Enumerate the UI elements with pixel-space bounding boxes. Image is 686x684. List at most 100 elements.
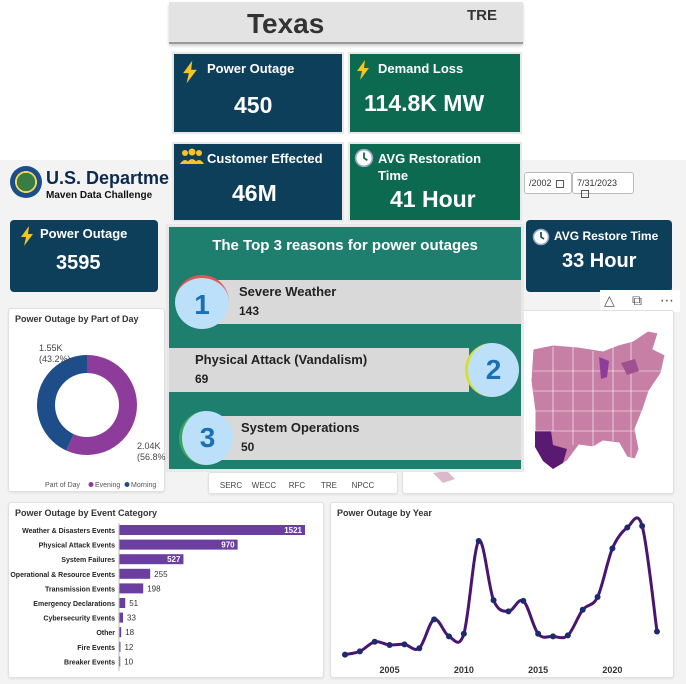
region-code: TRE <box>467 7 497 24</box>
donut-slice <box>36 355 87 451</box>
event-category-panel: Power Outage by Event Category Weather &… <box>8 502 324 678</box>
visual-toolbar: △ ⧉ ⋯ <box>600 290 680 312</box>
focus-mode-icon[interactable]: ⧉ <box>632 292 642 308</box>
reason-count: 143 <box>239 304 260 318</box>
lightning-icon <box>183 60 197 84</box>
bar-category-label: Weather & Disasters Events <box>22 528 115 535</box>
chart-title: Power Outage by Year <box>337 508 432 518</box>
kpi-power-outage-card: Power Outage 3595 <box>10 220 158 292</box>
demand-loss-card: Demand Loss 114.8K MW <box>348 52 522 134</box>
date-end-slicer[interactable]: 7/31/2023 <box>572 172 634 198</box>
event-category-bar-chart: Weather & Disasters Events 1521 Physical A… <box>10 523 305 671</box>
x-tick-label: 2020 <box>602 665 622 675</box>
bar-category-label: Physical Attack Events <box>39 543 115 550</box>
bar-value-label: 51 <box>129 599 138 608</box>
us-map <box>433 330 666 483</box>
date-end-value: 7/31/2023 <box>577 178 618 188</box>
series-line <box>344 516 659 657</box>
data-point <box>460 630 467 637</box>
legend-label: Morning <box>131 482 156 489</box>
legend-title: Part of Day <box>45 482 81 489</box>
outage-by-year-panel: Power Outage by Year 2005 2010 2015 2020 <box>330 502 674 678</box>
data-point <box>520 597 527 604</box>
outage-by-year-line-chart: 2005 2010 2015 2020 <box>342 516 660 675</box>
x-tick-label: 2005 <box>380 665 400 675</box>
kpi-label: Power Outage <box>40 226 128 241</box>
bar-value-label: 18 <box>125 628 134 637</box>
lightning-icon <box>357 60 369 80</box>
reason-row: System Operations 50 <box>199 416 521 460</box>
card-label: Customer Effected <box>207 151 323 166</box>
bar-value-label: 10 <box>124 657 133 666</box>
reason-row: Physical Attack (Vandalism) 69 <box>169 348 469 392</box>
date-start-value: /2002 <box>529 178 552 188</box>
card-label: Demand Loss <box>378 61 464 76</box>
data-point <box>371 638 378 645</box>
calendar-icon[interactable] <box>555 179 564 188</box>
bar-value-label: 12 <box>124 643 133 652</box>
card-value: 41 Hour <box>390 186 476 212</box>
bar-category-label: Breaker Events <box>64 659 115 666</box>
bar <box>119 656 121 667</box>
data-point <box>416 645 423 652</box>
bar <box>119 612 124 623</box>
clock-icon <box>354 148 374 168</box>
donut-data-label: (43.2%) <box>39 354 71 364</box>
kpi-value: 33 Hour <box>562 250 637 272</box>
bar-category-label: Other <box>96 630 115 637</box>
bar-category-label: Operational & Resource Events <box>10 572 115 579</box>
bar-category-label: System Failures <box>61 557 115 564</box>
card-label: Power Outage <box>207 61 295 76</box>
data-point <box>490 597 497 604</box>
calendar-icon[interactable] <box>581 189 589 198</box>
donut-data-label: (56.8%) <box>137 452 166 462</box>
reason-name: Physical Attack (Vandalism) <box>195 352 368 367</box>
card-value: 450 <box>234 92 273 118</box>
legend-marker <box>88 482 94 487</box>
data-point <box>579 606 586 613</box>
donut-data-label: 1.55K <box>39 343 63 353</box>
bar <box>119 554 184 565</box>
data-point <box>639 522 646 529</box>
data-point <box>564 632 571 639</box>
donut-slice <box>66 355 138 455</box>
bar-value-label: 970 <box>221 541 235 550</box>
bar <box>119 568 151 579</box>
bar <box>119 539 238 550</box>
data-point <box>401 641 408 648</box>
bar <box>119 583 144 594</box>
more-options-icon[interactable]: ⋯ <box>660 292 674 308</box>
reason-name: Severe Weather <box>239 284 337 299</box>
reason-count: 69 <box>195 372 209 386</box>
bar <box>119 598 126 608</box>
bar-value-label: 198 <box>147 584 161 593</box>
legend-label: Evening <box>95 482 120 489</box>
lightning-icon <box>21 226 33 246</box>
rank-badge: 1 <box>175 275 229 329</box>
part-of-day-panel: Power Outage by Part of Day 2.04K (56.8%)… <box>8 308 166 492</box>
reason-count: 50 <box>241 440 255 454</box>
data-point <box>431 616 438 623</box>
x-tick-label: 2010 <box>454 665 474 675</box>
top-reasons-panel: The Top 3 reasons for power outages Seve… <box>166 224 524 472</box>
customer-effected-card: Customer Effected 46M <box>172 142 344 222</box>
bar <box>119 525 305 535</box>
rank-badge: 2 <box>465 343 519 397</box>
state-title-bar: Texas TRE <box>169 2 523 44</box>
kpi-avg-restore-card: AVG Restore Time 33 Hour <box>526 220 672 292</box>
data-point <box>535 630 542 637</box>
date-start-slicer[interactable]: /2002 <box>524 172 572 194</box>
bar-category-label: Fire Events <box>77 645 115 652</box>
bar-value-label: 527 <box>167 555 181 564</box>
data-point <box>475 538 482 544</box>
card-value: 114.8K MW <box>364 90 485 116</box>
chart-title: Power Outage by Part of Day <box>15 314 139 324</box>
data-point <box>609 545 616 552</box>
bar-value-label: 33 <box>127 614 136 623</box>
region-tick-label: SERC <box>220 481 242 490</box>
bar-category-label: Cybersecurity Events <box>43 616 115 623</box>
chart-title: Power Outage by Event Category <box>15 508 158 518</box>
donut-chart: 2.04K(56.8%) 1.55K(43.2%) Part of Day Eveni… <box>36 343 166 489</box>
dashboard-header: U.S. Departme Maven Data Challenge <box>6 162 169 206</box>
filter-icon[interactable]: △ <box>604 292 615 308</box>
